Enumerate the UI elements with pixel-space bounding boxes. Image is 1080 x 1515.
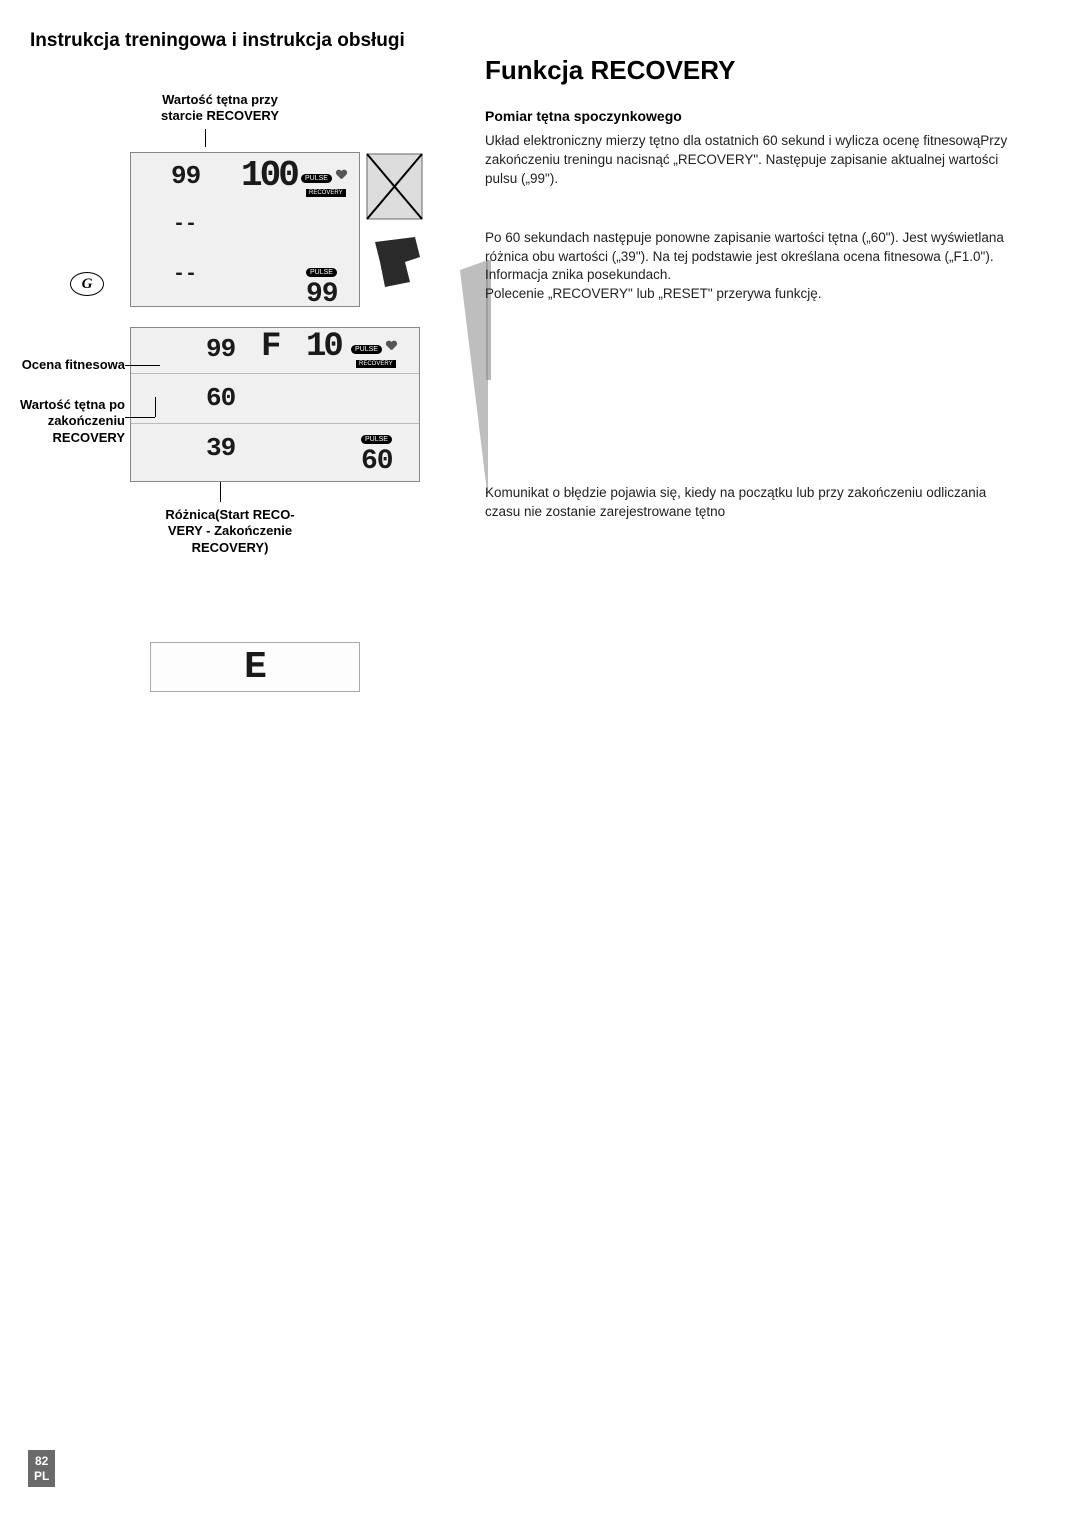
pulse-label-2b: PULSE xyxy=(361,435,392,444)
paragraph-1: Układ elektroniczny mierzy tętno dla ost… xyxy=(485,132,1025,189)
callout-diff-text: Różnica(Start RECO- VERY - Zakończenie R… xyxy=(165,507,294,555)
recovery-label-2: RECOVERY xyxy=(356,360,396,368)
left-title: Instrukcja treningowa i instrukcja obsłu… xyxy=(30,30,430,52)
f-letter: F xyxy=(261,328,280,366)
right-column: Funkcja RECOVERY Pomiar tętna spoczynkow… xyxy=(485,55,1025,522)
leader-line xyxy=(205,129,206,147)
callout-fitness: Ocena fitnesowa xyxy=(10,357,125,373)
g-letter: G xyxy=(82,276,93,293)
device-silhouette xyxy=(370,232,425,297)
leader-line-end xyxy=(125,417,155,418)
heart-icon xyxy=(336,170,346,180)
display-panel-end: 99 F 10 PULSE RECOVERY 60 39 PULSE 60 xyxy=(130,327,420,482)
recovery-diagram: Wartość tętna przy starcie RECOVERY G 99… xyxy=(30,77,430,657)
right-subheading: Pomiar tętna spoczynkowego xyxy=(485,108,1025,124)
recovery-badge-1: RECOVERY xyxy=(306,181,346,199)
callout-fitness-text: Ocena fitnesowa xyxy=(22,357,125,372)
start-big-100: 100 xyxy=(241,155,297,196)
callout-end-text: Wartość tętna po zakończeniu RECOVERY xyxy=(20,397,125,445)
pulse-60-value: 60 xyxy=(361,446,393,477)
page-lang: PL xyxy=(34,1469,49,1483)
dash-1: -- xyxy=(173,213,197,236)
paragraph-3: Polecenie „RECOVERY" lub „RESET" przeryw… xyxy=(485,285,1025,304)
paragraph-2: Po 60 sekundach następuje ponowne zapisa… xyxy=(485,229,1025,286)
recovery-badge-2: RECOVERY xyxy=(356,352,396,370)
page-footer: 82 PL xyxy=(28,1450,55,1487)
panel-divider xyxy=(131,423,419,424)
error-e-display: E xyxy=(150,642,360,692)
device-outline-x xyxy=(365,152,425,222)
heart-icon-2 xyxy=(386,341,396,351)
pulse-label-b: PULSE xyxy=(306,268,337,277)
callout-diff: Różnica(Start RECO- VERY - Zakończenie R… xyxy=(150,507,310,556)
pulse-60-box: PULSE 60 xyxy=(361,428,393,477)
leader-line-diff xyxy=(220,482,221,502)
end-val-60: 60 xyxy=(206,383,235,413)
pulse-99-box: PULSE 99 xyxy=(306,261,338,310)
left-column: Instrukcja treningowa i instrukcja obsłu… xyxy=(30,30,430,657)
page-number: 82 xyxy=(34,1454,49,1468)
right-heading: Funkcja RECOVERY xyxy=(485,55,1025,86)
pulse-99-value: 99 xyxy=(306,279,338,310)
callout-end-value: Wartość tętna po zakończeniu RECOVERY xyxy=(0,397,125,446)
dash-2: -- xyxy=(173,263,197,286)
callout-start-pulse: Wartość tętna przy starcie RECOVERY xyxy=(130,92,310,125)
display-panel-start: 99 100 PULSE RECOVERY -- -- PULSE 99 xyxy=(130,152,360,307)
end-val-39: 39 xyxy=(206,433,235,463)
leader-line-fitness xyxy=(125,365,160,366)
callout-start-pulse-text: Wartość tętna przy starcie RECOVERY xyxy=(161,92,279,123)
g-marker: G xyxy=(70,272,104,296)
recovery-label: RECOVERY xyxy=(306,189,346,197)
leader-line-end-v xyxy=(155,397,156,417)
pointer-triangle xyxy=(460,260,488,500)
manual-page: Instrukcja treningowa i instrukcja obsłu… xyxy=(0,0,1080,1515)
end-big-10: 10 xyxy=(306,328,341,366)
end-val-99: 99 xyxy=(206,334,235,364)
error-e-letter: E xyxy=(244,646,266,689)
panel-divider xyxy=(131,373,419,374)
start-val-99: 99 xyxy=(171,161,200,191)
paragraph-4: Komunikat o błędzie pojawia się, kiedy n… xyxy=(485,484,1025,522)
